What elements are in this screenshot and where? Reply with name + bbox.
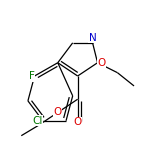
Text: N: N [89, 33, 97, 43]
Text: O: O [98, 58, 106, 68]
Text: Cl: Cl [33, 116, 43, 126]
Text: F: F [29, 71, 35, 81]
Text: O: O [54, 107, 62, 117]
Text: O: O [74, 117, 82, 127]
